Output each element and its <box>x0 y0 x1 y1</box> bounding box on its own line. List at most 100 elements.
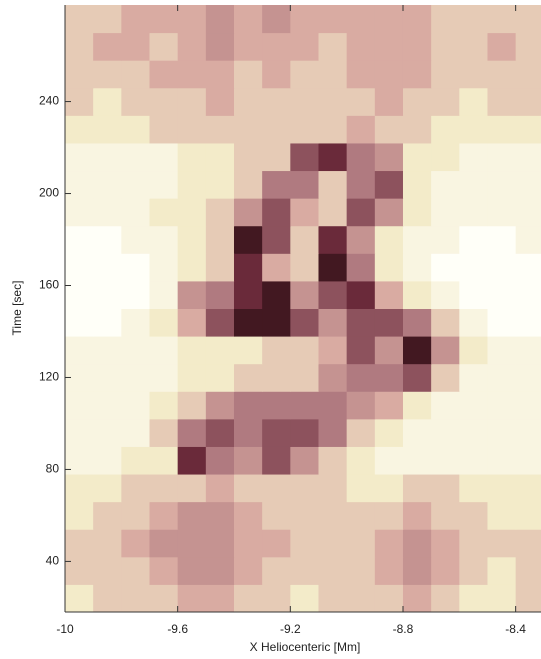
cell <box>459 474 488 503</box>
cell <box>149 308 179 337</box>
cell <box>205 32 235 61</box>
cell <box>459 115 488 144</box>
cell <box>318 391 348 420</box>
cell <box>205 308 235 337</box>
cell <box>65 142 94 172</box>
cell <box>290 5 319 34</box>
cell <box>402 584 432 612</box>
cell <box>149 336 179 365</box>
cell <box>318 418 348 447</box>
cell <box>65 336 94 365</box>
cell <box>205 198 235 227</box>
cell <box>487 584 517 612</box>
cell <box>318 198 348 227</box>
cell <box>121 198 150 227</box>
cell <box>149 170 179 199</box>
cell <box>233 142 263 172</box>
cell <box>431 115 460 144</box>
cell <box>290 32 319 61</box>
cell <box>177 529 207 558</box>
cell <box>93 391 122 420</box>
cell <box>177 418 207 447</box>
cell <box>121 280 150 309</box>
cell <box>262 501 291 530</box>
cell <box>205 391 235 420</box>
cell <box>65 115 94 144</box>
cell <box>205 556 235 585</box>
cell <box>459 253 488 282</box>
cell <box>487 308 517 337</box>
cell <box>121 115 150 144</box>
cell <box>65 5 94 34</box>
cell <box>515 363 541 392</box>
cell <box>459 391 488 420</box>
axes: -10 -9.6 -9.2 -8.8 -8.4 40 80 120 160 200 240 <box>39 5 541 636</box>
cell <box>374 446 404 475</box>
cell <box>431 280 460 309</box>
cell <box>233 170 263 199</box>
cell <box>93 60 122 89</box>
cell <box>149 280 179 309</box>
cell <box>346 391 376 420</box>
cell <box>402 391 432 420</box>
cell <box>487 60 517 89</box>
cell <box>346 474 376 503</box>
cell <box>262 87 291 116</box>
cell <box>121 584 150 612</box>
cell <box>205 584 235 612</box>
cell <box>121 308 150 337</box>
cell <box>205 253 235 282</box>
cell <box>431 363 460 392</box>
cell <box>290 501 319 530</box>
cell <box>149 391 179 420</box>
cell <box>459 142 488 172</box>
cell <box>177 474 207 503</box>
cell <box>149 87 179 116</box>
cell <box>290 170 319 199</box>
cell <box>233 556 263 585</box>
cell <box>177 391 207 420</box>
cell <box>233 225 263 254</box>
cell <box>374 60 404 89</box>
cell <box>459 584 488 612</box>
cell <box>121 60 150 89</box>
cell <box>93 474 122 503</box>
cell <box>318 584 348 612</box>
cell <box>318 225 348 254</box>
cell <box>459 5 488 34</box>
cell <box>205 87 235 116</box>
cell <box>346 253 376 282</box>
cell <box>515 556 541 585</box>
cell <box>346 418 376 447</box>
cell <box>374 308 404 337</box>
cell <box>346 5 376 34</box>
cell <box>346 225 376 254</box>
cell <box>487 170 517 199</box>
cell <box>515 391 541 420</box>
cell <box>346 336 376 365</box>
cell <box>346 556 376 585</box>
cell <box>93 32 122 61</box>
cell <box>402 418 432 447</box>
cell <box>487 32 517 61</box>
cell <box>318 87 348 116</box>
cell <box>402 32 432 61</box>
cell <box>318 253 348 282</box>
cell <box>318 32 348 61</box>
cell <box>431 336 460 365</box>
cell <box>318 529 348 558</box>
cell <box>346 280 376 309</box>
cell <box>177 446 207 475</box>
cell <box>205 529 235 558</box>
cell <box>515 32 541 61</box>
cell <box>290 446 319 475</box>
cell <box>290 474 319 503</box>
cell <box>402 87 432 116</box>
cell <box>177 501 207 530</box>
cell <box>205 501 235 530</box>
cell <box>402 474 432 503</box>
cell <box>233 446 263 475</box>
cell <box>402 556 432 585</box>
cell <box>121 446 150 475</box>
cell <box>515 253 541 282</box>
